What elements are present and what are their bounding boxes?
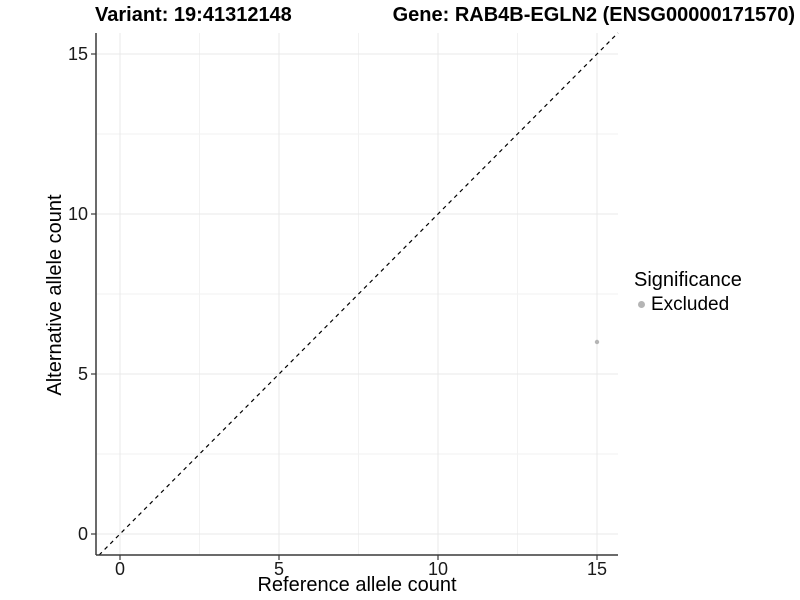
y-tick-label: 10 [67,204,88,224]
x-tick-label: 15 [586,559,608,579]
legend-entry-excluded: Excluded [634,294,742,315]
legend: Significance Excluded [634,269,742,315]
x-axis-title: Reference allele count [257,574,457,596]
legend-title: Significance [634,269,742,291]
legend-entry-label: Excluded [651,294,730,315]
legend-point-icon [638,301,645,308]
x-tick-label: 5 [273,559,285,579]
x-tick-label: 0 [114,559,126,579]
identity-dashed-line [98,32,619,556]
y-tick-label: 0 [77,524,88,544]
y-tick-label: 5 [77,364,88,384]
title-row: Variant: 19:41312148 Gene: RAB4B-EGLN2 (… [95,4,795,27]
x-tick-label: 10 [427,559,449,579]
data-point [594,339,600,345]
variant-title: Variant: 19:41312148 [95,4,292,26]
y-tick-label: 15 [67,44,88,64]
gene-title: Gene: RAB4B-EGLN2 (ENSG00000171570) [392,4,795,26]
